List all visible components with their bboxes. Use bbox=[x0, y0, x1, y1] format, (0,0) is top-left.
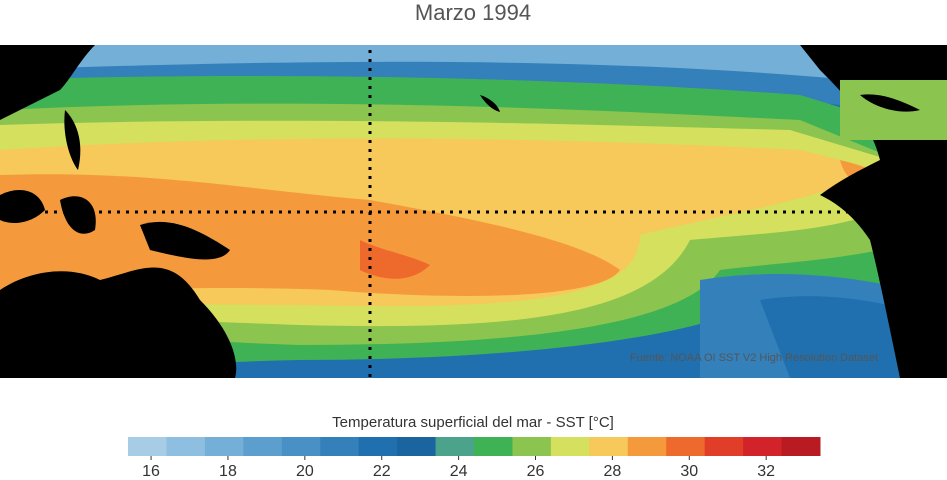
colorbar-bin bbox=[627, 437, 667, 456]
colorbar-bin bbox=[281, 437, 321, 456]
colorbar-bin bbox=[435, 437, 475, 456]
colorbar-label: Temperatura superficial del mar - SST [°… bbox=[332, 414, 614, 431]
colorbar-tick-label: 28 bbox=[604, 463, 622, 480]
colorbar-tick-label: 20 bbox=[296, 463, 314, 480]
colorbar-tick-label: 30 bbox=[680, 463, 698, 480]
colorbar-bin bbox=[512, 437, 552, 456]
colorbar-bin bbox=[781, 437, 821, 456]
colorbar-bin bbox=[550, 437, 590, 456]
colorbar: 16 18 20 22 24 26 28 30 32 bbox=[128, 437, 821, 480]
colorbar-bin bbox=[243, 437, 283, 456]
colorbar-bin bbox=[666, 437, 706, 456]
colorbar-bin bbox=[204, 437, 244, 456]
colorbar-tick-label: 32 bbox=[757, 463, 775, 480]
colorbar-tick-label: 16 bbox=[142, 463, 160, 480]
colorbar-bin bbox=[743, 437, 783, 456]
colorbar-tick-label: 26 bbox=[527, 463, 545, 480]
colorbar-tick-label: 24 bbox=[450, 463, 468, 480]
colorbar-bin bbox=[589, 437, 629, 456]
colorbar-bin bbox=[397, 437, 437, 456]
colorbar-bin bbox=[704, 437, 744, 456]
colorbar-tick-label: 18 bbox=[219, 463, 237, 480]
colorbar-bin bbox=[474, 437, 513, 456]
colorbar-bin bbox=[128, 437, 167, 456]
title: Marzo 1994 bbox=[415, 0, 531, 25]
colorbar-bin bbox=[320, 437, 360, 456]
sst-map bbox=[0, 45, 947, 378]
colorbar-tick-label: 22 bbox=[373, 463, 391, 480]
colorbar-bin bbox=[166, 437, 206, 456]
colorbar-bin bbox=[358, 437, 398, 456]
source-note: Fuente: NOAA OI SST V2 High Resolution D… bbox=[630, 352, 878, 364]
